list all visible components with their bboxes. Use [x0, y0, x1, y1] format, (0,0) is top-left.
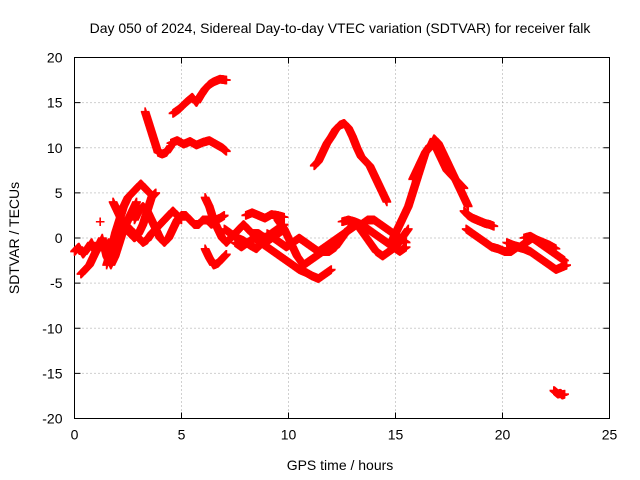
y-axis-label: SDTVAR / TECUs	[6, 182, 22, 294]
data-point	[463, 202, 473, 211]
y-tick-label: 15	[47, 95, 63, 111]
series-c2	[166, 136, 231, 156]
series-h2	[352, 220, 413, 261]
data-point	[95, 217, 105, 227]
data-point	[327, 265, 336, 274]
y-tick-label: 0	[55, 230, 63, 246]
y-tick-label: 10	[47, 140, 63, 156]
data-point	[382, 197, 392, 207]
data-point	[220, 211, 229, 220]
y-tick-label: -10	[42, 320, 62, 336]
series-f1	[230, 233, 336, 283]
data-points	[70, 74, 571, 400]
x-tick-label: 25	[602, 427, 618, 443]
y-tick-label: -15	[42, 365, 62, 381]
axis-ticks: 0 5 10 15 20 25 -20 -15 -10 -5 0 5 10 15 20	[42, 50, 617, 443]
x-tick-label: 10	[281, 427, 297, 443]
series-c1	[140, 107, 176, 159]
x-axis-label: GPS time / hours	[287, 457, 394, 473]
data-point	[560, 256, 569, 265]
data-point	[404, 224, 413, 234]
data-point	[459, 184, 469, 193]
y-tick-label: -20	[42, 411, 62, 427]
data-point	[177, 215, 186, 225]
data-point	[560, 389, 569, 399]
series-i2	[408, 138, 469, 193]
series-k1	[549, 386, 569, 400]
data-point	[222, 147, 231, 156]
series-g1	[309, 119, 392, 207]
data-point	[401, 242, 411, 252]
series-j3	[519, 231, 561, 254]
series-i3	[459, 206, 499, 231]
data-point	[132, 197, 141, 207]
data-point	[279, 212, 289, 222]
series-b2	[125, 206, 186, 247]
chart-title: Day 050 of 2024, Sidereal Day-to-day VTE…	[90, 20, 592, 36]
data-point	[562, 260, 571, 270]
x-tick-label: 5	[178, 427, 186, 443]
x-tick-label: 15	[388, 427, 404, 443]
data-point	[222, 249, 231, 259]
data-point	[151, 188, 161, 198]
series-e2	[200, 244, 231, 270]
x-tick-label: 20	[495, 427, 511, 443]
y-tick-label: 20	[47, 50, 63, 66]
series-a5	[95, 217, 105, 227]
series-d1	[168, 74, 231, 118]
x-tick-label: 0	[71, 427, 79, 443]
y-tick-label: -5	[50, 275, 63, 291]
series-j1	[461, 224, 571, 274]
y-tick-label: 5	[55, 185, 63, 201]
data-point	[489, 221, 499, 231]
data-point	[551, 244, 561, 254]
data-point	[222, 75, 231, 85]
